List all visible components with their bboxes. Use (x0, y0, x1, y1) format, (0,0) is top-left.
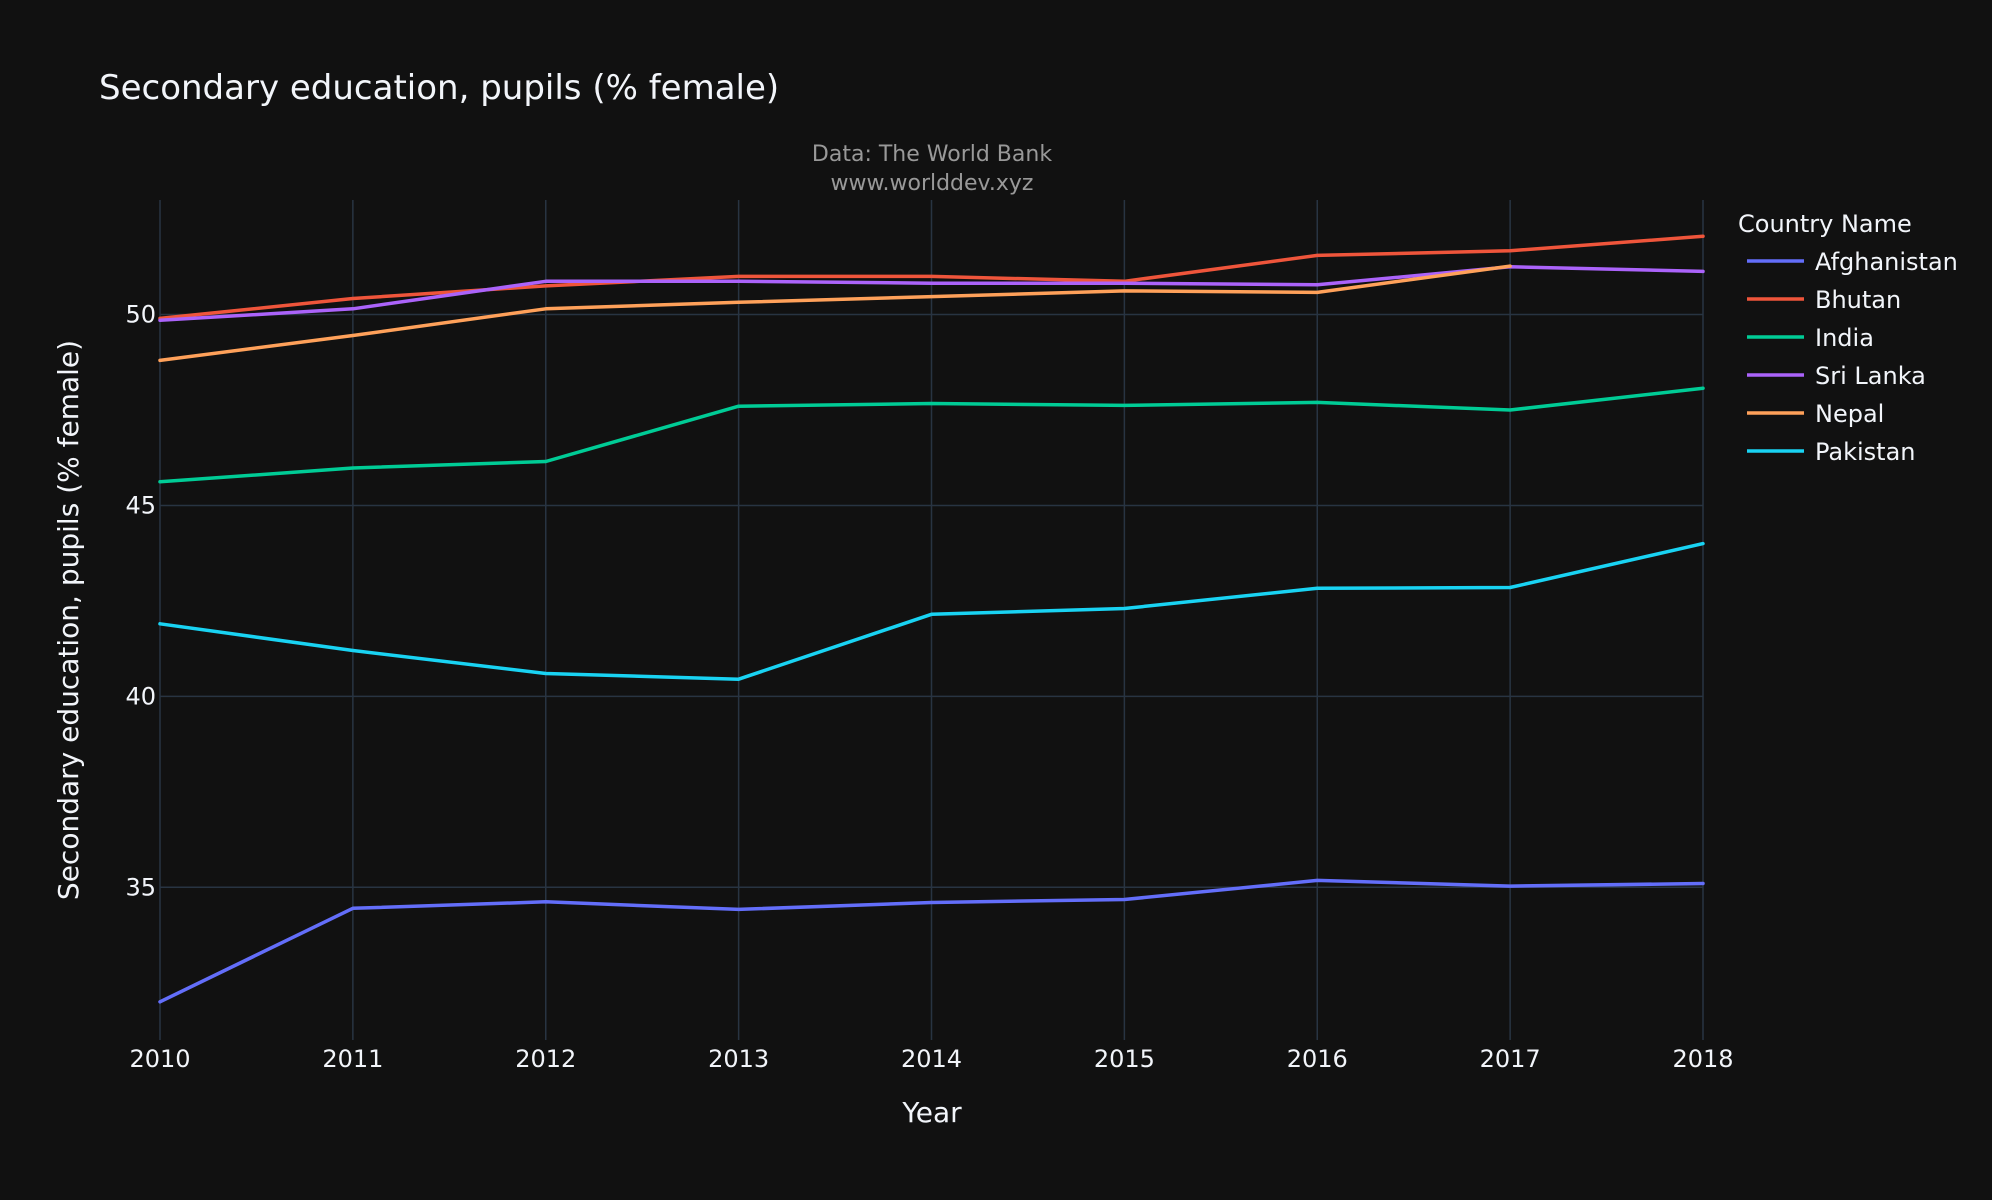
legend-label: Bhutan (1815, 286, 1901, 314)
legend-item-bhutan[interactable]: Bhutan (1747, 286, 1901, 314)
legend-label: Nepal (1815, 400, 1884, 428)
series-line-afghanistan (158, 878, 1705, 1004)
chart-annotation-line-1: Data: The World Bank (812, 142, 1052, 167)
legend-label: Pakistan (1815, 438, 1916, 466)
x-tick-label: 2015 (1094, 1045, 1155, 1073)
x-tick-label: 2011 (322, 1045, 383, 1073)
legend-title: Country Name (1738, 210, 1912, 238)
chart-annotation-line-2: www.worlddev.xyz (831, 171, 1034, 196)
x-axis-title: Year (901, 1096, 962, 1129)
y-tick-label: 45 (125, 491, 156, 519)
legend-item-sri-lanka[interactable]: Sri Lanka (1747, 362, 1926, 390)
legend: Country Name Afghanistan Bhutan India Sri L… (1738, 210, 1958, 466)
series-line-sri-lanka (158, 265, 1705, 323)
x-tick-label: 2013 (708, 1045, 769, 1073)
legend-item-nepal[interactable]: Nepal (1747, 400, 1884, 428)
x-tick-label: 2017 (1480, 1045, 1541, 1073)
legend-item-pakistan[interactable]: Pakistan (1747, 438, 1916, 466)
x-tick-label: 2018 (1672, 1045, 1733, 1073)
x-tick-label: 2012 (515, 1045, 576, 1073)
legend-label: India (1815, 324, 1874, 352)
x-tick-label: 2014 (901, 1045, 962, 1073)
legend-item-afghanistan[interactable]: Afghanistan (1747, 248, 1958, 276)
series-group (158, 234, 1705, 1004)
grid (159, 200, 1704, 1040)
x-tick-label: 2016 (1287, 1045, 1348, 1073)
y-axis-title: Secondary education, pupils (% female) (52, 340, 85, 900)
x-tick-label: 2010 (129, 1045, 190, 1073)
series-line-india (158, 386, 1705, 484)
y-tick-label: 35 (125, 873, 156, 901)
legend-item-india[interactable]: India (1747, 324, 1874, 352)
y-tick-label: 40 (125, 682, 156, 710)
axes: 2010 2011 2012 2013 2014 2015 2016 2017 2018 35 40… (125, 301, 1733, 1073)
series-line-bhutan (158, 234, 1705, 321)
series-line-pakistan (158, 541, 1705, 681)
y-tick-label: 50 (125, 301, 156, 329)
series-line-nepal (158, 264, 1512, 363)
chart-title: Secondary education, pupils (% female) (99, 68, 779, 108)
legend-label: Sri Lanka (1815, 362, 1926, 390)
legend-label: Afghanistan (1815, 248, 1958, 276)
